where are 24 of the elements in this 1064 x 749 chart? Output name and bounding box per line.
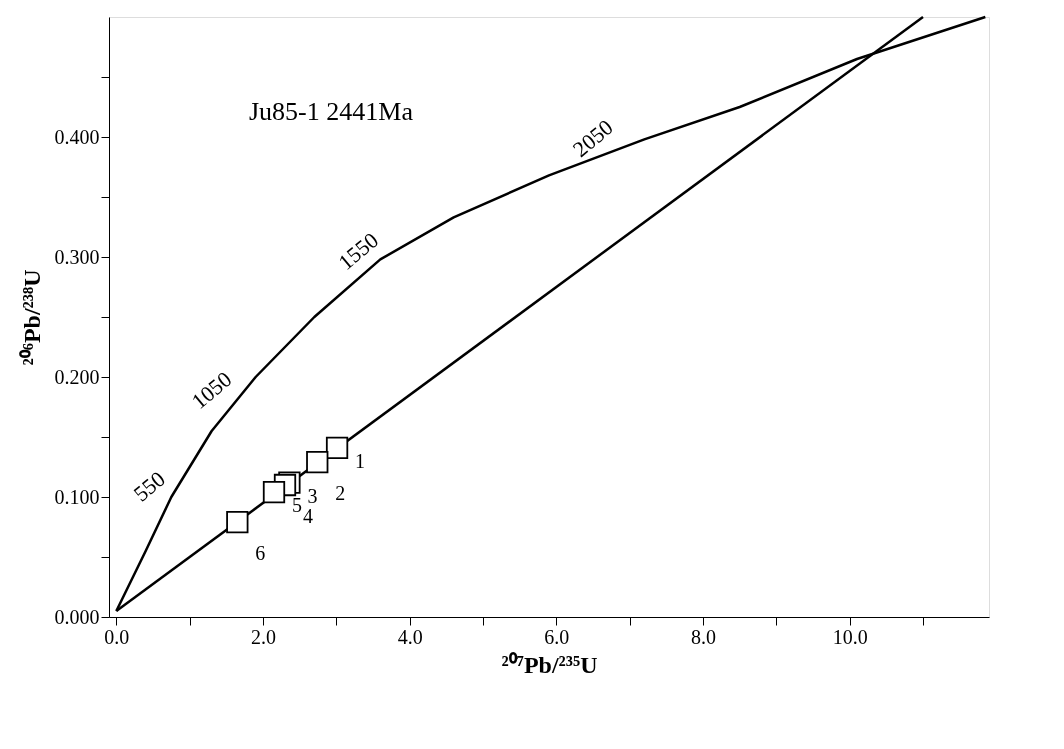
text: Ju85-1 2441Ma	[249, 97, 414, 126]
annotation: 1	[355, 449, 366, 472]
annotation: 1550	[333, 227, 384, 275]
x-tick-label: 8.0	[691, 625, 716, 648]
annotation: 1050	[186, 366, 237, 414]
y-tick-label: 0.100	[54, 485, 100, 508]
annotation: 2	[335, 482, 346, 505]
x-tick-label: 4.0	[397, 625, 423, 648]
y-axis-title: ²⁰⁶Pb/²³⁸U	[18, 269, 45, 366]
x-tick-label: 6.0	[544, 625, 570, 648]
x-tick-label: 10.0	[832, 625, 868, 648]
x-tick-label: 0.0	[104, 625, 130, 648]
annotation: 4	[303, 505, 313, 527]
annotation: 550	[128, 466, 170, 507]
y-tick-label: 0.400	[54, 125, 100, 148]
y-tick-label: 0.200	[54, 365, 100, 388]
y-tick-label: 0.300	[54, 245, 100, 268]
annotation: 6	[255, 542, 266, 565]
y-tick-label: 0.000	[54, 605, 100, 628]
x-axis-title: ²⁰⁷Pb/²³⁵U	[501, 651, 598, 678]
annotation: 5	[292, 494, 302, 517]
annotation: 2050	[567, 114, 618, 162]
annotation: 3	[307, 484, 318, 507]
x-tick-label: 2.0	[251, 625, 276, 648]
